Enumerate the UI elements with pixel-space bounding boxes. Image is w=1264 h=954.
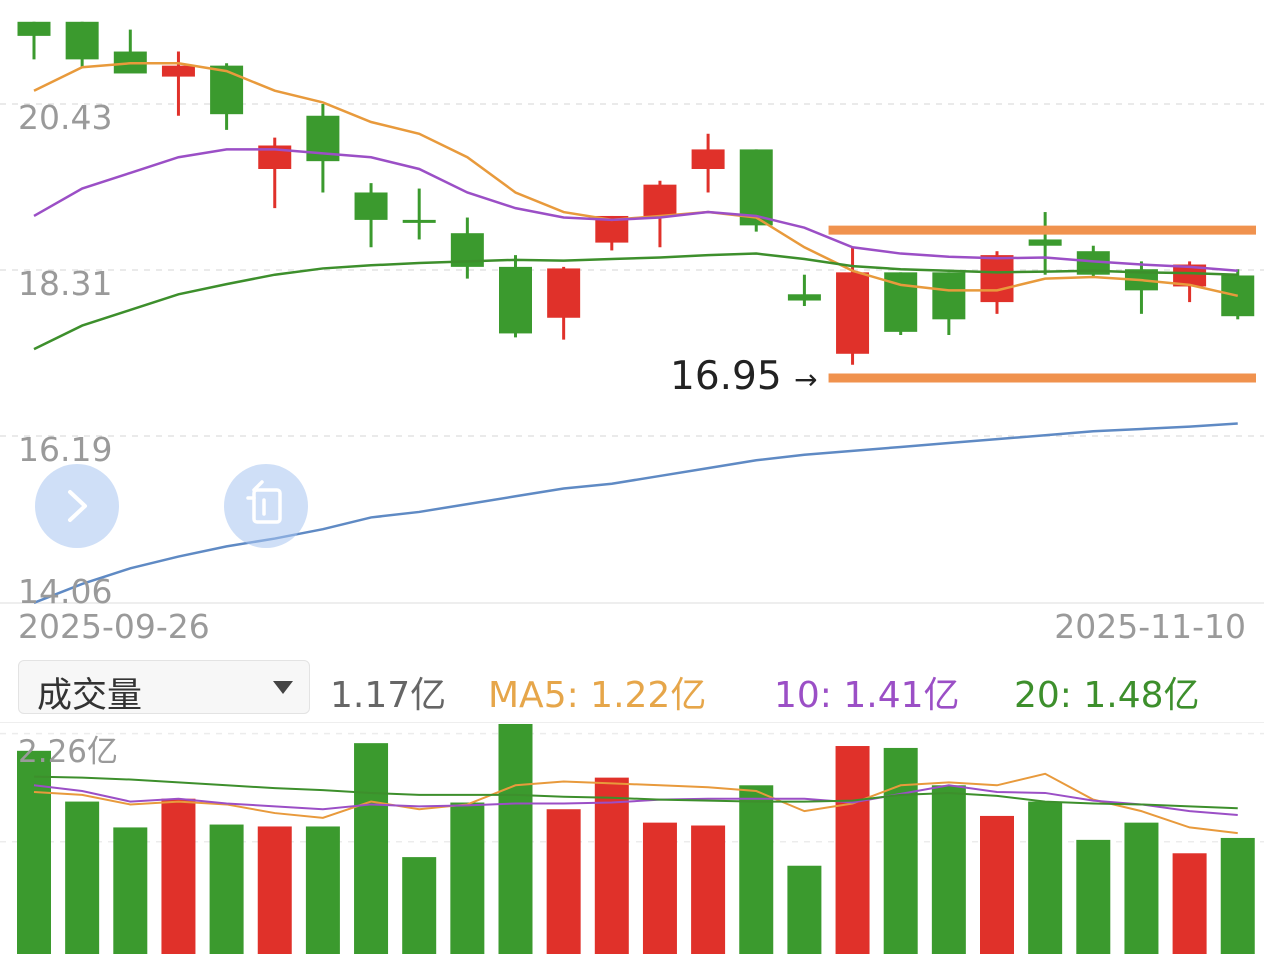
volume-bar-7 — [354, 743, 389, 954]
volume-chart — [0, 722, 1264, 954]
candle-body-15 — [739, 149, 773, 226]
volume-bar-0 — [17, 750, 51, 954]
chevron-right-icon — [68, 490, 87, 522]
candle-body-5 — [258, 145, 292, 169]
candle-3 — [161, 51, 195, 116]
candle-6 — [306, 104, 340, 193]
candle-18 — [884, 272, 918, 335]
candle-body-11 — [547, 268, 581, 318]
candle-body-3 — [161, 65, 195, 77]
candle-19 — [932, 272, 966, 335]
candle-20 — [980, 251, 1014, 314]
expand-button[interactable] — [35, 464, 119, 548]
volume-bar-24 — [1172, 853, 1207, 954]
volume-bar-3 — [161, 798, 196, 954]
volume-bar-8 — [402, 857, 437, 954]
candle-25 — [1221, 269, 1255, 320]
candle-body-14 — [691, 149, 725, 169]
x-start-date: 2025-09-26 — [18, 607, 210, 646]
volume-bar-22 — [1076, 839, 1111, 954]
price-ma-line-1 — [33, 148, 1238, 273]
volume-bar-25 — [1220, 837, 1255, 954]
volume-bar-2 — [113, 827, 148, 954]
candle-13 — [643, 180, 677, 248]
volume-ma-line-1 — [33, 784, 1238, 816]
volume-bar-16 — [787, 865, 822, 954]
candle-body-4 — [210, 65, 244, 115]
x-end-date: 2025-11-10 — [1054, 607, 1246, 646]
candle-body-17 — [836, 272, 870, 354]
volume-bar-1 — [65, 801, 100, 954]
indicator-selector[interactable]: 成交量 — [18, 660, 310, 716]
low-price-annotation: 16.95 → — [670, 354, 818, 399]
volume-ma5: MA5: 1.22亿 — [488, 675, 707, 716]
candle-21 — [1028, 212, 1062, 275]
candle-body-8 — [402, 219, 436, 223]
candle-body-10 — [499, 266, 532, 334]
volume-bar-23 — [1124, 822, 1159, 954]
candle-1 — [65, 21, 99, 68]
candle-body-24 — [1173, 264, 1207, 287]
volume-bar-11 — [546, 809, 581, 954]
candle-7 — [354, 183, 388, 248]
candle-14 — [691, 133, 725, 193]
indicator-selector-label: 成交量 — [37, 676, 143, 716]
volume-bar-20 — [980, 815, 1014, 954]
candle-body-7 — [354, 192, 388, 220]
triangle-down-icon — [273, 681, 293, 694]
candle-4 — [210, 63, 244, 130]
volume-max-label: 2.26亿 — [18, 734, 119, 770]
candle-2 — [113, 29, 147, 74]
volume-bar-13 — [642, 822, 677, 954]
volume-bar-18 — [883, 747, 918, 954]
price-ma-line-2 — [33, 252, 1238, 351]
candle-body-21 — [1028, 239, 1062, 246]
candle-10 — [499, 255, 532, 338]
volume-ma-line-0 — [33, 772, 1238, 835]
candle-0 — [17, 21, 51, 60]
volume-bar-17 — [835, 746, 870, 954]
candle-24 — [1173, 261, 1207, 303]
volume-ma-line-2 — [33, 775, 1238, 810]
chart-pattern-icon — [246, 480, 282, 524]
volume-bar-15 — [739, 785, 774, 954]
y-tick-16-19: 16.19 — [18, 430, 113, 469]
candle-body-22 — [1076, 251, 1110, 275]
volume-current: 1.17亿 — [330, 675, 447, 716]
volume-bar-19 — [931, 785, 966, 954]
candle-body-0 — [17, 21, 51, 36]
volume-bar-4 — [209, 824, 244, 954]
volume-bar-21 — [1028, 801, 1063, 954]
candle-8 — [402, 188, 436, 240]
volume-ma10: 10: 1.41亿 — [774, 675, 960, 716]
price-chart — [0, 21, 1264, 604]
volume-ma20: 20: 1.48亿 — [1014, 675, 1200, 716]
volume-bar-14 — [691, 825, 726, 954]
low-price-arrow-icon: → — [794, 363, 818, 396]
candle-body-19 — [932, 272, 966, 320]
candle-body-13 — [643, 184, 677, 216]
pattern-button[interactable] — [224, 464, 308, 548]
y-tick-14-06: 14.06 — [18, 572, 113, 611]
candle-body-1 — [65, 21, 99, 60]
y-tick-18-31: 18.31 — [18, 264, 113, 303]
candle-11 — [547, 266, 581, 340]
volume-bar-6 — [305, 826, 340, 954]
candle-16 — [787, 274, 821, 307]
candle-9 — [450, 217, 484, 279]
low-price-value: 16.95 — [670, 354, 782, 399]
volume-bar-5 — [257, 826, 292, 954]
volume-bar-9 — [450, 802, 485, 954]
volume-bar-10 — [498, 724, 533, 954]
y-tick-20-43: 20.43 — [18, 98, 113, 137]
candle-body-20 — [980, 255, 1014, 303]
volume-bar-12 — [594, 777, 629, 954]
price-ma-line-3 — [33, 422, 1238, 604]
candle-body-16 — [787, 294, 821, 301]
volume-header: 成交量 1.17亿 MA5: 1.22亿 10: 1.41亿 20: 1.48亿 — [0, 660, 1264, 716]
candle-23 — [1124, 261, 1158, 314]
